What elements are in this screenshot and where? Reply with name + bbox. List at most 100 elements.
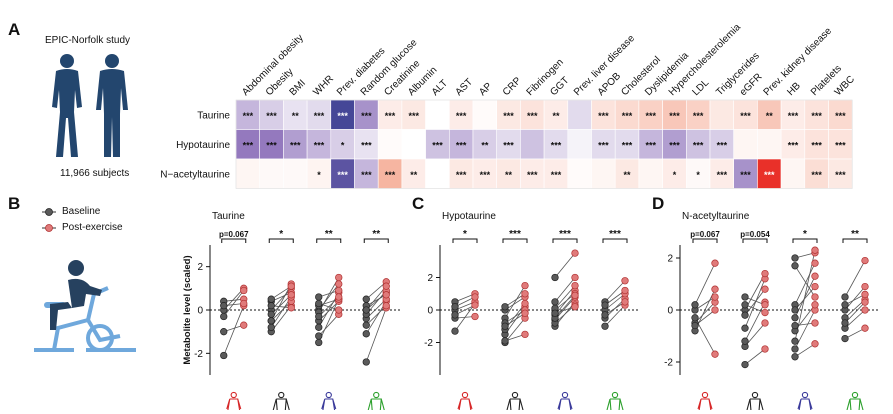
post-exercise-point — [287, 304, 295, 312]
post-exercise-point — [861, 290, 869, 299]
pair-line — [844, 301, 866, 324]
post-exercise-point — [521, 290, 529, 298]
significance-label: *** — [432, 140, 443, 150]
pair-line — [844, 294, 866, 306]
post-exercise-point — [571, 281, 579, 290]
post-exercise-point — [335, 293, 343, 301]
y-tick-label: 2 — [197, 262, 203, 273]
taurine-scatter-chart: Taurine Metabolite level (scaled) -2 0 2 p=0.… — [182, 211, 400, 410]
post-exercise-point — [382, 282, 390, 290]
panel-title: Hypotaurine — [442, 211, 496, 222]
post-exercise-point — [571, 273, 579, 282]
legend-baseline-marker — [45, 208, 53, 216]
legend-baseline-label: Baseline — [62, 206, 101, 217]
significance-label: *** — [266, 111, 277, 121]
pair-line — [744, 278, 766, 329]
baseline-point — [451, 311, 459, 319]
significance-bracket — [502, 238, 528, 243]
y-tick-label: 2 — [667, 254, 673, 265]
significance-label: *** — [503, 111, 514, 121]
post-exercise-point — [761, 285, 769, 293]
subjects-label: 11,966 subjects — [60, 168, 130, 179]
baseline-point — [220, 312, 228, 321]
panel-letter-c: C — [412, 194, 425, 213]
significance-annotation: *** — [509, 229, 521, 240]
heatmap-cell — [283, 158, 308, 189]
pair-line — [554, 277, 576, 303]
baseline-point — [791, 345, 799, 353]
baseline-point — [791, 262, 799, 270]
exercise-bike-icon — [34, 260, 136, 352]
significance-label: *** — [385, 170, 396, 180]
baseline-point — [841, 334, 849, 343]
significance-annotation: * — [279, 229, 283, 240]
post-exercise-point — [335, 306, 343, 314]
significance-annotation: * — [463, 229, 467, 240]
post-exercise-point — [335, 273, 343, 282]
female-figure-icon — [457, 391, 473, 410]
post-exercise-point — [811, 319, 819, 327]
y-axis-label: Metabolite level (scaled) — [182, 255, 193, 364]
baseline-point — [315, 323, 323, 331]
significance-label: *** — [764, 170, 775, 180]
baseline-point — [267, 295, 275, 303]
baseline-point — [451, 303, 459, 311]
post-exercise-point — [811, 259, 819, 267]
significance-label: *** — [788, 111, 799, 121]
post-exercise-point — [287, 282, 295, 290]
baseline-point — [267, 323, 275, 331]
significance-bracket — [552, 238, 578, 243]
post-exercise-point — [811, 272, 819, 280]
significance-label: *** — [456, 170, 467, 180]
column-label: AST — [453, 77, 475, 99]
significance-label: *** — [361, 170, 372, 180]
column-label: ALT — [430, 78, 450, 98]
baseline-point — [362, 330, 370, 338]
y-tick-label: 0 — [667, 306, 673, 317]
hypotaurine-scatter-chart: Hypotaurine-202* *** *** *** — [424, 211, 640, 410]
significance-label: *** — [740, 111, 751, 121]
baseline-point — [551, 309, 559, 317]
significance-label: *** — [717, 140, 728, 150]
significance-annotation: p=0.054 — [740, 230, 770, 239]
heatmap-cell — [638, 158, 663, 189]
post-exercise-point — [711, 306, 719, 314]
baseline-point — [691, 301, 699, 309]
baseline-point — [501, 303, 509, 311]
baseline-point — [741, 337, 749, 345]
female-figure-icon — [321, 391, 337, 410]
post-exercise-point — [521, 281, 529, 290]
post-exercise-point — [861, 256, 869, 265]
post-exercise-point — [811, 293, 819, 301]
significance-label: *** — [835, 170, 846, 180]
significance-label: *** — [337, 170, 348, 180]
post-exercise-point — [471, 312, 479, 321]
significance-label: ** — [624, 170, 632, 180]
post-exercise-point — [861, 324, 869, 332]
column-label: BMI — [288, 78, 308, 98]
significance-label: ** — [481, 140, 489, 150]
significance-label: *** — [693, 140, 704, 150]
panel-title: Taurine — [212, 211, 245, 222]
significance-label: *** — [811, 170, 822, 180]
pair-line — [223, 305, 245, 356]
significance-label: *** — [314, 140, 325, 150]
significance-label: *** — [503, 140, 514, 150]
post-exercise-point — [571, 303, 579, 311]
significance-label: *** — [717, 170, 728, 180]
post-exercise-point — [711, 293, 719, 301]
significance-label: *** — [551, 170, 562, 180]
post-exercise-point — [382, 291, 390, 299]
female-figure-icon — [697, 391, 713, 410]
significance-label: *** — [598, 111, 609, 121]
baseline-point — [501, 322, 509, 330]
significance-annotation: *** — [609, 229, 621, 240]
heatmap-cell — [567, 99, 592, 130]
significance-annotation: ** — [372, 229, 380, 240]
significance-label: *** — [693, 111, 704, 121]
female-figure-icon — [797, 391, 813, 410]
heatmap-cell — [733, 129, 758, 160]
significance-label: *** — [622, 111, 633, 121]
study-label: EPIC-Norfolk study — [45, 35, 131, 46]
baseline-point — [791, 321, 799, 330]
